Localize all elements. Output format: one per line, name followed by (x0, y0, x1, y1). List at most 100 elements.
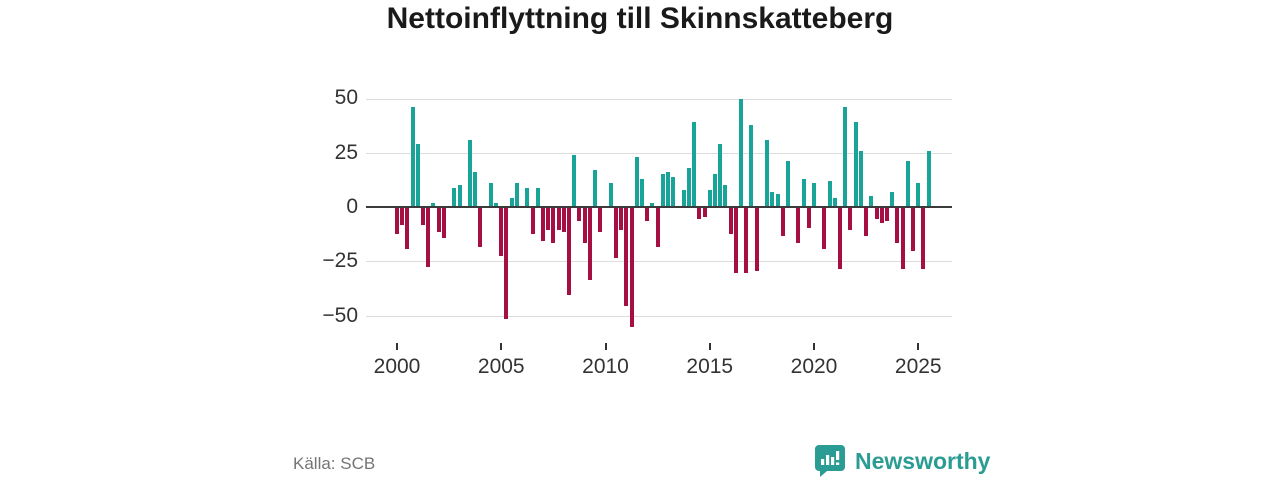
bar-positive-q62 (718, 144, 723, 207)
bar-negative-q74 (780, 208, 785, 237)
bar-negative-q59 (702, 208, 707, 217)
y-tick-label--25: −25 (322, 249, 358, 273)
bar-positive-q53 (671, 176, 676, 207)
x-tick-label-2000: 2000 (373, 355, 421, 378)
newsworthy-icon (814, 444, 846, 478)
bar-negative-q2 (405, 208, 410, 250)
bar-positive-q3 (410, 107, 415, 207)
bar-negative-q16 (478, 208, 483, 248)
bar-negative-q32 (561, 208, 566, 232)
bar-positive-q34 (572, 154, 577, 207)
bar-negative-q37 (587, 208, 592, 280)
bar-positive-q86 (843, 107, 848, 207)
bar-negative-q77 (796, 208, 801, 243)
bar-negative-q99 (911, 208, 916, 252)
bar-negative-q33 (567, 208, 571, 295)
bar-positive-q56 (686, 167, 691, 207)
bar-negative-q50 (655, 208, 660, 248)
bar-positive-q95 (890, 191, 895, 207)
bar-negative-q97 (900, 208, 905, 269)
gridline-50 (366, 98, 952, 100)
gridline--50 (366, 315, 952, 317)
brand-logo: Newsworthy (814, 444, 990, 478)
bar-negative-q36 (582, 208, 587, 243)
bar-positive-q73 (775, 194, 780, 207)
y-tick-label-0: 0 (346, 195, 358, 218)
bar-negative-q69 (754, 208, 759, 271)
x-tick-label-2020: 2020 (790, 355, 838, 378)
bar-positive-q15 (473, 172, 478, 207)
bar-positive-q22 (509, 198, 514, 207)
x-tick-mark-2020 (813, 343, 815, 350)
bar-negative-q58 (697, 208, 702, 219)
bar-negative-q79 (806, 208, 811, 228)
bar-positive-q80 (812, 183, 816, 207)
bar-positive-q52 (666, 172, 671, 207)
bar-negative-q28 (540, 208, 545, 241)
bar-negative-q5 (421, 208, 426, 226)
brand-name: Newsworthy (855, 447, 991, 474)
bar-negative-q29 (546, 208, 551, 230)
bar-positive-q4 (415, 144, 420, 207)
bar-negative-q39 (598, 208, 603, 232)
gridline-25 (366, 152, 952, 154)
bar-positive-q89 (858, 150, 863, 207)
bar-positive-q78 (801, 178, 806, 207)
source-caption: Källa: SCB (293, 454, 376, 473)
bar-negative-q44 (624, 208, 629, 306)
bar-negative-q1 (400, 208, 405, 226)
x-tick-mark-2015 (708, 343, 711, 350)
bar-negative-q20 (499, 208, 504, 256)
bar-negative-q96 (895, 208, 900, 243)
bar-negative-q87 (848, 208, 853, 230)
bar-positive-q7 (431, 202, 436, 207)
bar-negative-q94 (884, 208, 889, 221)
bar-positive-q11 (452, 187, 457, 207)
bar-negative-q85 (838, 208, 843, 269)
bar-positive-q102 (926, 150, 931, 207)
bar-positive-q55 (681, 189, 686, 207)
bar-negative-q30 (551, 208, 556, 243)
bar-negative-q65 (733, 208, 738, 274)
bar-negative-q31 (556, 208, 561, 230)
bar-positive-q18 (488, 183, 493, 207)
bar-positive-q75 (785, 161, 790, 207)
chart-title: Nettoinflyttning till Skinnskatteberg (386, 2, 894, 35)
zero-axis-line (366, 205, 952, 209)
x-tick-mark-2005 (500, 343, 503, 350)
bar-negative-q43 (619, 208, 624, 230)
x-tick-label-2025: 2025 (894, 355, 942, 378)
bar-negative-q9 (441, 208, 446, 239)
gridline--25 (366, 261, 952, 263)
x-tick-label-2010: 2010 (582, 355, 629, 378)
bar-negative-q35 (577, 208, 582, 221)
bar-positive-q83 (827, 180, 832, 207)
bar-positive-q38 (593, 170, 598, 207)
bar-negative-q42 (613, 208, 618, 258)
bar-positive-q61 (712, 174, 717, 207)
x-tick-label-2005: 2005 (477, 355, 525, 378)
bar-negative-q8 (436, 208, 441, 232)
bar-positive-q84 (832, 198, 837, 207)
bar-positive-q49 (650, 202, 655, 207)
bar-positive-q88 (853, 122, 858, 207)
bar-positive-q41 (608, 183, 613, 207)
x-tick-mark-2025 (917, 343, 920, 350)
bar-positive-q19 (494, 202, 499, 207)
bar-negative-q93 (879, 208, 884, 224)
bar-positive-q46 (634, 157, 639, 207)
x-tick-mark-2010 (604, 343, 607, 350)
x-tick-label-2015: 2015 (686, 355, 734, 378)
bar-negative-q21 (504, 208, 509, 319)
y-tick-label--50: −50 (322, 303, 358, 327)
x-tick-mark-2000 (396, 343, 398, 350)
bar-positive-q60 (707, 189, 712, 207)
bar-positive-q14 (467, 139, 472, 207)
bar-positive-q68 (749, 124, 754, 207)
bar-positive-q12 (457, 185, 462, 207)
bar-positive-q23 (514, 183, 519, 207)
bar-positive-q57 (692, 122, 697, 207)
bar-positive-q91 (869, 196, 874, 207)
y-tick-label-50: 50 (334, 86, 358, 110)
bar-negative-q48 (645, 208, 650, 221)
